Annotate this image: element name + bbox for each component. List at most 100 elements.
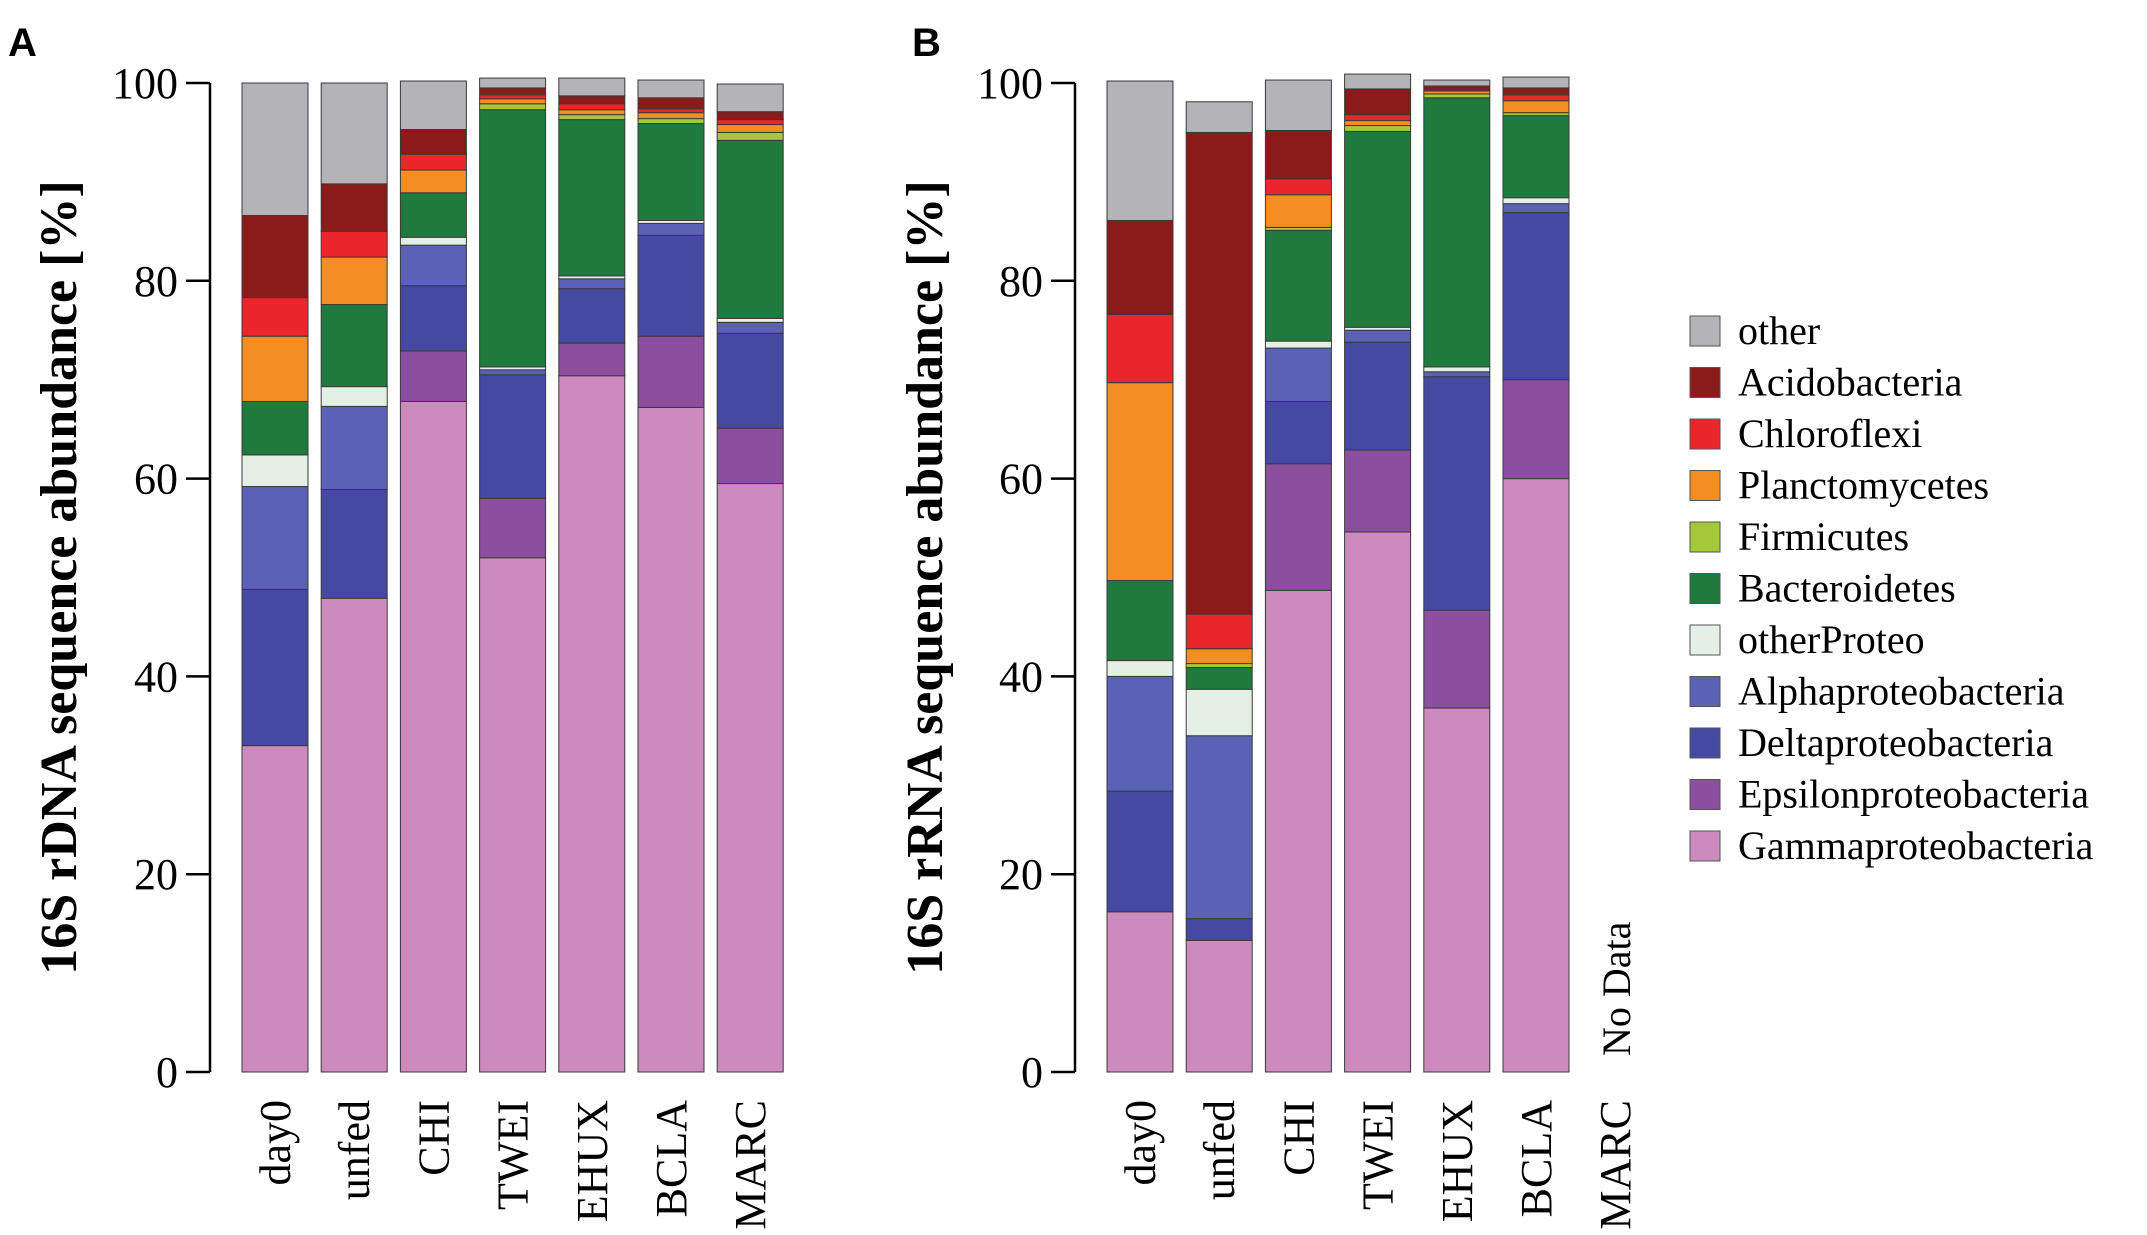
bar-segment-unfed-gammaproteobacteria [1185,939,1253,1073]
bar-segment-ehux-planctomycetes [558,109,626,116]
legend-label-firmicutes: Firmicutes [1738,514,1909,559]
legend-label-alphaproteobacteria: Alphaproteobacteria [1738,669,2065,714]
bar-segment-unfed-gammaproteobacteria [320,597,388,1073]
category-label-twei: TWEI [1354,1100,1403,1210]
bar-segment-day0-deltaproteobacteria [241,588,309,747]
bar-segment-unfed-firmicutes [1185,663,1253,668]
bar-segment-unfed-deltaproteobacteria [1185,918,1253,941]
bar-segment-day0-otherproteo [241,454,309,488]
y-tick-label: 60 [999,455,1043,504]
bar-segment-bcla-planctomycetes [1502,100,1570,114]
bar-segment-marc-other [716,83,784,113]
category-label-marc: MARC [1591,1100,1640,1230]
bar-segment-day0-acidobacteria [1106,219,1174,315]
y-axis-label: 16S rRNA sequence abundance [%] [897,180,954,975]
bar-segment-day0-otherproteo [1106,660,1174,677]
bar-segment-twei-deltaproteobacteria [1344,341,1412,451]
bar-segment-chi-gammaproteobacteria [1264,589,1332,1073]
bar-segment-unfed-planctomycetes [320,256,388,306]
category-label-marc: MARC [726,1100,775,1230]
bar-segment-day0-planctomycetes [241,335,309,402]
bar-segment-chi-epsilonproteobacteria [1264,463,1332,591]
bar-segment-ehux-alphaproteobacteria [558,278,626,290]
bar-segment-twei-alphaproteobacteria [479,369,547,376]
bar-segment-bcla-acidobacteria [1502,87,1570,96]
bar-segment-unfed-alphaproteobacteria [1185,735,1253,920]
category-label-chi: CHI [409,1100,458,1176]
legend-label-gammaproteobacteria: Gammaproteobacteria [1738,823,2094,868]
bar-segment-twei-acidobacteria [1344,88,1412,116]
bar-segment-chi-gammaproteobacteria [399,400,467,1073]
bar-segment-day0-chloroflexi [1106,313,1174,384]
bar-segment-twei-alphaproteobacteria [1344,329,1412,343]
legend-label-epsilonproteobacteria: Epsilonproteobacteria [1738,772,2089,817]
y-tick-label: 20 [999,850,1043,899]
legend-swatch-deltaproteobacteria [1689,727,1721,759]
bar-segment-day0-bacteroidetes [241,400,309,456]
legend-label-other: other [1738,308,1820,353]
bar-segment-twei-bacteroidetes [479,109,547,368]
bar-segment-unfed-acidobacteria [320,183,388,232]
y-tick-label: 60 [134,455,178,504]
bar-segment-unfed-otherproteo [320,386,388,407]
bar-segment-chi-deltaproteobacteria [399,285,467,352]
legend-swatch-other [1689,315,1721,347]
bar-segment-bcla-deltaproteobacteria [1502,212,1570,381]
bar-segment-day0-other [1106,80,1174,221]
bar-segment-unfed-other [1185,101,1253,133]
bar-segment-bcla-bacteroidetes [637,123,705,221]
bar-segment-ehux-bacteroidetes [1423,97,1491,368]
bar-segment-ehux-epsilonproteobacteria [558,342,626,377]
bar-segment-unfed-other [320,82,388,185]
bar-segment-bcla-chloroflexi [637,108,705,114]
bar-segment-chi-alphaproteobacteria [1264,347,1332,402]
bar-segment-ehux-chloroflexi [558,103,626,111]
bar-segment-chi-otherproteo [399,236,467,246]
bar-segment-bcla-alphaproteobacteria [637,222,705,236]
bar-segment-unfed-chloroflexi [1185,613,1253,650]
bar-segment-twei-other [479,77,547,89]
bar-segment-chi-chloroflexi [399,153,467,171]
y-tick-label: 40 [134,652,178,701]
bar-segment-ehux-epsilonproteobacteria [1423,609,1491,709]
y-tick-label: 20 [134,850,178,899]
bar-segment-ehux-deltaproteobacteria [558,288,626,344]
bar-segment-ehux-gammaproteobacteria [558,375,626,1073]
bar-segment-twei-gammaproteobacteria [479,557,547,1073]
bar-segment-marc-deltaproteobacteria [716,332,784,429]
bar-segment-bcla-otherproteo [1502,197,1570,205]
bar-segment-day0-alphaproteobacteria [241,486,309,590]
bar-segment-day0-gammaproteobacteria [1106,911,1174,1073]
bar-segment-unfed-deltaproteobacteria [320,488,388,599]
y-axis-label: 16S rDNA sequence abundance [%] [31,180,88,975]
bar-segment-marc-bacteroidetes [716,139,784,319]
bar-segment-twei-gammaproteobacteria [1344,531,1412,1073]
category-label-ehux: EHUX [1433,1100,1482,1222]
bar-segment-unfed-bacteroidetes [1185,666,1253,690]
bar-segment-bcla-firmicutes [637,118,705,125]
category-label-unfed: unfed [1195,1100,1244,1200]
y-tick-label: 100 [977,59,1043,108]
bar-segment-ehux-deltaproteobacteria [1423,376,1491,611]
bar-segment-day0-chloroflexi [241,297,309,337]
bar-segment-day0-bacteroidetes [1106,579,1174,662]
bar-segment-twei-firmicutes [479,103,547,111]
bar-segment-marc-planctomycetes [716,124,784,133]
bar-segment-twei-deltaproteobacteria [479,374,547,499]
bar-segment-chi-deltaproteobacteria [1264,400,1332,465]
legend-swatch-gammaproteobacteria [1689,830,1721,862]
bar-segment-day0-planctomycetes [1106,382,1174,581]
bar-segment-ehux-acidobacteria [1423,85,1491,92]
legend-label-bacteroidetes: Bacteroidetes [1738,566,1956,611]
bar-segment-day0-deltaproteobacteria [1106,790,1174,913]
bar-segment-chi-other [1264,79,1332,131]
panel-letter-a: A [8,21,37,65]
bar-segment-unfed-planctomycetes [1185,648,1253,665]
bar-segment-bcla-chloroflexi [1502,94,1570,102]
legend-swatch-firmicutes [1689,521,1721,553]
legend-label-planctomycetes: Planctomycetes [1738,463,1989,508]
y-tick-label: 0 [1021,1048,1043,1097]
category-label-ehux: EHUX [568,1100,617,1222]
bar-segment-marc-otherproteo [716,317,784,323]
